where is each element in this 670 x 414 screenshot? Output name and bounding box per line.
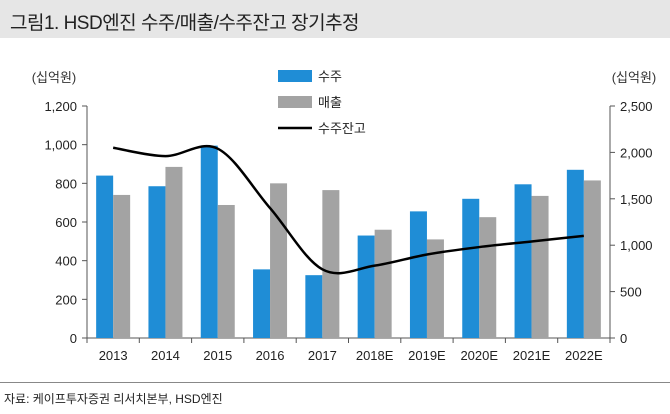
orders-bar bbox=[566, 169, 584, 338]
x-tick-label: 2019E bbox=[408, 348, 446, 363]
orders-bar bbox=[305, 275, 323, 338]
sales-bar bbox=[583, 180, 601, 338]
x-tick-label: 2013 bbox=[99, 348, 128, 363]
x-tick-label: 2016 bbox=[256, 348, 285, 363]
right-axis-title: (십억원) bbox=[612, 70, 657, 85]
sales-bar bbox=[165, 166, 183, 338]
orders-bar bbox=[462, 198, 480, 338]
source-note: 자료: 케이프투자증권 리서치본부, HSD엔진 bbox=[4, 392, 223, 406]
left-axis-title: (십억원) bbox=[32, 70, 77, 85]
legend-swatch-sales bbox=[278, 96, 312, 108]
left-tick-label: 1,200 bbox=[44, 99, 77, 114]
chart-area: (십억원) (십억원) 0 200 400 600 800 1,000 1,200 0 500 1,0… bbox=[0, 38, 670, 382]
backlog-line bbox=[112, 144, 584, 275]
right-tick-label: 2,000 bbox=[620, 145, 653, 160]
orders-bar bbox=[357, 235, 375, 338]
left-tick-label: 200 bbox=[55, 292, 77, 307]
sales-bar bbox=[426, 239, 444, 338]
left-tick-label: 0 bbox=[70, 331, 77, 346]
orders-bar bbox=[253, 269, 271, 338]
orders-bar bbox=[200, 145, 218, 338]
x-tick-label: 2022E bbox=[565, 348, 603, 363]
sales-bar bbox=[270, 183, 288, 338]
right-tick-label: 2,500 bbox=[620, 99, 653, 114]
header-bar: 그림1. HSD엔진 수주/매출/수주잔고 장기추정 bbox=[0, 0, 670, 38]
right-tick-label: 500 bbox=[620, 285, 642, 300]
sales-bar bbox=[374, 229, 392, 338]
orders-bar bbox=[409, 211, 427, 338]
bottom-divider bbox=[0, 382, 670, 383]
x-tick-label: 2017 bbox=[308, 348, 337, 363]
legend-label-orders: 수주 bbox=[318, 69, 342, 84]
left-tick-label: 600 bbox=[55, 215, 77, 230]
left-tick-label: 800 bbox=[55, 176, 77, 191]
x-tick-label: 2018E bbox=[356, 348, 394, 363]
sales-bar bbox=[217, 204, 235, 338]
left-tick-label: 400 bbox=[55, 254, 77, 269]
combo-chart: (십억원) (십억원) 0 200 400 600 800 1,000 1,200 0 500 1,0… bbox=[32, 69, 657, 363]
legend-swatch-orders bbox=[278, 70, 312, 82]
right-tick-label: 1,000 bbox=[620, 238, 653, 253]
sales-bar bbox=[479, 217, 497, 338]
right-tick-label: 0 bbox=[620, 331, 627, 346]
legend-label-sales: 매출 bbox=[318, 95, 342, 110]
right-tick-label: 1,500 bbox=[620, 192, 653, 207]
figure-title: 그림1. HSD엔진 수주/매출/수주잔고 장기추정 bbox=[10, 13, 360, 34]
x-tick-label: 2014 bbox=[151, 348, 180, 363]
x-tick-label: 2020E bbox=[460, 348, 498, 363]
legend-label-backlog: 수주잔고 bbox=[318, 121, 366, 136]
x-tick-label: 2015 bbox=[203, 348, 232, 363]
orders-bar bbox=[514, 184, 532, 338]
x-tick-label: 2021E bbox=[513, 348, 551, 363]
sales-bar bbox=[322, 190, 340, 338]
orders-bar bbox=[148, 186, 166, 338]
sales-bar bbox=[531, 195, 549, 338]
orders-bar bbox=[96, 175, 114, 338]
sales-bar bbox=[113, 194, 131, 338]
left-tick-label: 1,000 bbox=[44, 138, 77, 153]
